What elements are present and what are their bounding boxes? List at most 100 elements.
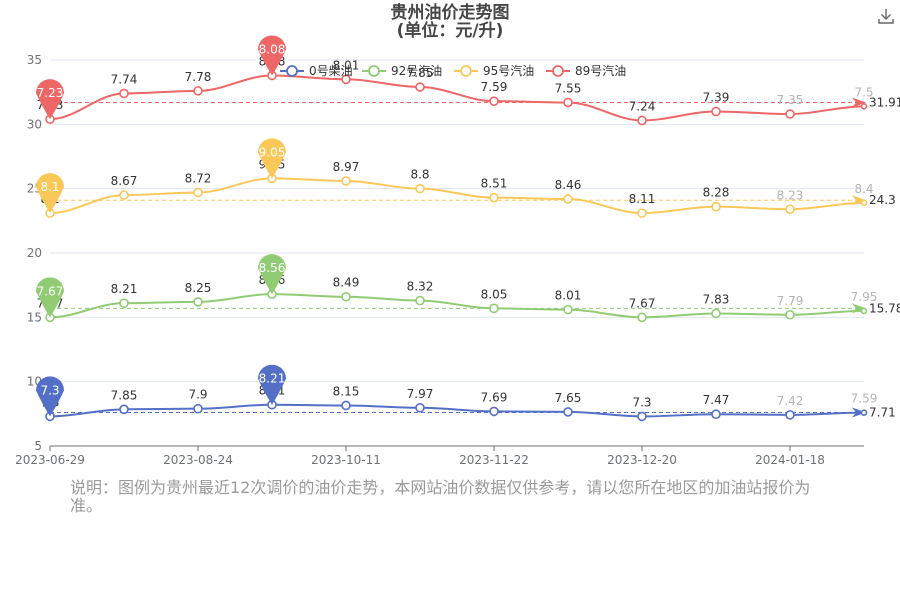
data-point[interactable] bbox=[193, 403, 203, 414]
min-pin-shape bbox=[36, 277, 64, 318]
min-pin-text: 7.67 bbox=[37, 284, 64, 298]
data-point[interactable] bbox=[193, 297, 203, 307]
legend-label: 89号汽油 bbox=[575, 63, 626, 78]
legend-item[interactable]: 89号汽油 bbox=[546, 63, 626, 78]
max-pin-text: 9.05 bbox=[259, 145, 286, 159]
data-label: 7.5 bbox=[854, 85, 873, 99]
x-tick-label: 2023-08-24 bbox=[163, 453, 233, 467]
extreme-pins: 7.3 8.21 7.67 8.56 8.1 9.05 7.23 8.08 bbox=[36, 35, 286, 417]
data-point[interactable] bbox=[415, 402, 425, 413]
data-point[interactable] bbox=[489, 192, 499, 203]
data-label: 8.15 bbox=[333, 384, 360, 398]
data-point[interactable] bbox=[563, 304, 573, 315]
data-label: 8.05 bbox=[481, 287, 508, 301]
data-point[interactable] bbox=[415, 295, 425, 306]
x-tick-label: 2023-10-11 bbox=[311, 453, 381, 467]
data-point[interactable] bbox=[785, 204, 795, 215]
data-label: 8.72 bbox=[185, 172, 212, 186]
legend-item[interactable]: 95号汽油 bbox=[454, 63, 534, 78]
legend-swatch-marker bbox=[286, 65, 298, 77]
data-point[interactable] bbox=[489, 303, 499, 314]
data-point[interactable] bbox=[119, 404, 129, 415]
chart-subtitle: (单位：元/升) bbox=[396, 21, 504, 41]
min-pin-text: 7.3 bbox=[40, 383, 59, 397]
data-label: 7.83 bbox=[703, 292, 730, 306]
data-point[interactable] bbox=[341, 176, 351, 186]
data-point[interactable] bbox=[193, 86, 203, 96]
data-point[interactable] bbox=[341, 291, 351, 302]
data-label: 8.32 bbox=[407, 280, 434, 294]
data-point[interactable] bbox=[119, 88, 129, 99]
max-pin-text: 8.08 bbox=[259, 42, 286, 56]
max-pin: 8.56 bbox=[258, 254, 286, 295]
data-point[interactable] bbox=[563, 194, 573, 204]
data-point[interactable] bbox=[637, 115, 647, 126]
max-pin: 8.21 bbox=[258, 364, 286, 405]
data-label: 8.51 bbox=[481, 177, 508, 191]
data-point[interactable] bbox=[415, 183, 425, 194]
data-label: 7.3 bbox=[632, 395, 651, 409]
x-tick-label: 2023-11-22 bbox=[459, 453, 529, 467]
data-point[interactable] bbox=[637, 411, 647, 422]
legend[interactable]: 0号柴油 92号汽油 95号汽油 89号汽油 bbox=[280, 63, 626, 78]
mean-lines bbox=[50, 97, 866, 418]
data-label: 8.49 bbox=[333, 276, 360, 290]
min-pin-shape bbox=[36, 376, 64, 417]
min-pin: 7.23 bbox=[36, 79, 64, 120]
max-pin-shape bbox=[258, 364, 286, 405]
legend-swatch-marker bbox=[460, 65, 472, 77]
data-label: 7.97 bbox=[407, 387, 434, 401]
data-point[interactable] bbox=[415, 82, 425, 92]
data-point[interactable] bbox=[860, 409, 868, 416]
data-point[interactable] bbox=[860, 103, 868, 110]
data-point[interactable] bbox=[193, 187, 203, 198]
data-point[interactable] bbox=[785, 410, 795, 420]
max-pin-text: 8.21 bbox=[259, 372, 286, 386]
max-pin: 8.08 bbox=[258, 35, 286, 76]
data-label: 8.25 bbox=[185, 281, 212, 295]
min-pin-text: 8.1 bbox=[40, 180, 59, 194]
chart-title: 贵州油价走势图 bbox=[390, 3, 510, 23]
data-point[interactable] bbox=[119, 190, 129, 200]
data-label: 8.46 bbox=[555, 178, 582, 192]
legend-item[interactable]: 92号汽油 bbox=[362, 63, 442, 78]
legend-swatch-marker bbox=[368, 65, 380, 77]
data-label: 7.59 bbox=[481, 80, 508, 94]
data-point[interactable] bbox=[119, 298, 129, 308]
data-point[interactable] bbox=[711, 201, 721, 212]
chart-note: 说明：图例为贵州最近12次调价的油价走势，本网站油价数据仅供参考，请以您所在地区… bbox=[70, 478, 811, 515]
data-point[interactable] bbox=[637, 312, 647, 323]
data-label: 8.97 bbox=[333, 160, 360, 174]
data-point[interactable] bbox=[785, 309, 795, 320]
data-point[interactable] bbox=[711, 106, 721, 117]
data-point[interactable] bbox=[711, 409, 721, 420]
data-label: 8.11 bbox=[629, 192, 656, 206]
data-label: 7.35 bbox=[777, 93, 804, 107]
data-label: 7.24 bbox=[629, 99, 656, 113]
legend-item[interactable]: 0号柴油 bbox=[280, 64, 353, 78]
download-icon[interactable] bbox=[876, 6, 896, 26]
max-pin-shape bbox=[258, 35, 286, 76]
data-point[interactable] bbox=[489, 96, 499, 106]
data-point[interactable] bbox=[860, 307, 868, 315]
data-point[interactable] bbox=[489, 406, 499, 417]
max-pin: 9.05 bbox=[258, 138, 286, 179]
min-pin: 8.1 bbox=[36, 173, 64, 214]
series-line bbox=[49, 177, 865, 215]
data-point[interactable] bbox=[563, 97, 573, 108]
data-point[interactable] bbox=[785, 109, 795, 119]
data-point[interactable] bbox=[341, 74, 351, 85]
min-pin: 7.67 bbox=[36, 277, 64, 318]
data-label: 7.85 bbox=[407, 66, 434, 80]
data-point[interactable] bbox=[711, 308, 721, 319]
data-point[interactable] bbox=[563, 407, 573, 417]
data-labels: 7.3 7.85 7.9 8.21 8.15 7.97 7.69 7.65 7.3 7.47 7.4… bbox=[37, 54, 900, 419]
data-label: 7.74 bbox=[111, 72, 138, 86]
series-line bbox=[49, 403, 865, 418]
data-label: 7.95 bbox=[851, 290, 878, 304]
data-point[interactable] bbox=[860, 199, 868, 207]
data-point[interactable] bbox=[341, 400, 351, 411]
series-lines bbox=[49, 74, 865, 418]
data-point[interactable] bbox=[637, 208, 647, 218]
